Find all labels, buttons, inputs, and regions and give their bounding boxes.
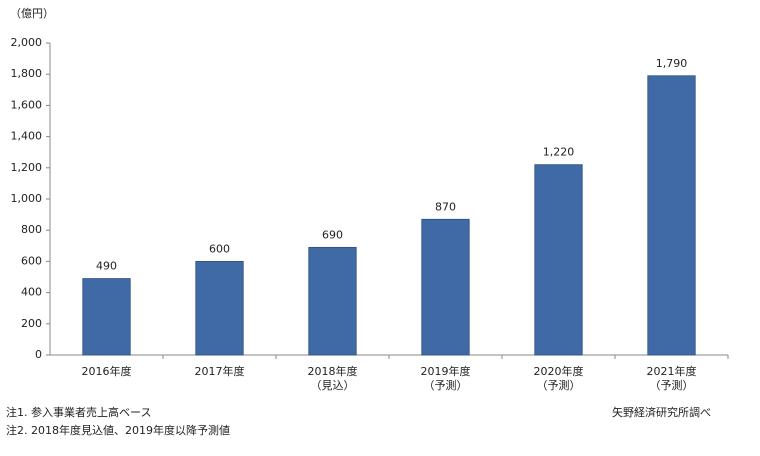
x-tick-label: 2020年度 （予測） — [533, 365, 584, 392]
y-tick-label: 2,000 — [11, 36, 43, 49]
x-tick-label: 2018年度 （見込） — [307, 365, 358, 392]
bar — [82, 278, 131, 356]
x-tick-label: 2019年度 （予測） — [420, 365, 471, 392]
bar — [534, 164, 583, 356]
note: 注1. 参入事業者売上高ベース — [6, 406, 152, 419]
note: 注2. 2018年度見込値、2019年度以降予測値 — [6, 424, 230, 437]
value-label: 870 — [435, 200, 456, 213]
y-tick-label: 400 — [21, 286, 42, 299]
x-tick-label: 2021年度 （予測） — [646, 365, 697, 392]
y-tick-label: 0 — [35, 348, 42, 361]
value-label: 600 — [209, 242, 230, 255]
x-tick-label: 2016年度 — [81, 365, 132, 378]
x-tick-label: 2017年度 — [194, 365, 245, 378]
bar — [421, 218, 470, 356]
y-tick-label: 1,800 — [11, 67, 43, 80]
y-axis-label: （億円） — [10, 7, 54, 20]
bar — [647, 75, 696, 356]
value-label: 690 — [322, 228, 343, 241]
value-label: 1,220 — [543, 146, 575, 159]
bar — [308, 246, 357, 356]
y-tick-label: 1,000 — [11, 192, 43, 205]
y-tick-label: 800 — [21, 223, 42, 236]
value-label: 1,790 — [656, 57, 688, 70]
y-tick-label: 600 — [21, 254, 42, 267]
y-tick-label: 200 — [21, 317, 42, 330]
source: 矢野経済研究所調べ — [612, 406, 711, 419]
bar — [195, 260, 244, 356]
y-tick-label: 1,600 — [11, 98, 43, 111]
y-tick-label: 1,400 — [11, 130, 43, 143]
y-tick-label: 1,200 — [11, 161, 43, 174]
value-label: 490 — [96, 260, 117, 273]
